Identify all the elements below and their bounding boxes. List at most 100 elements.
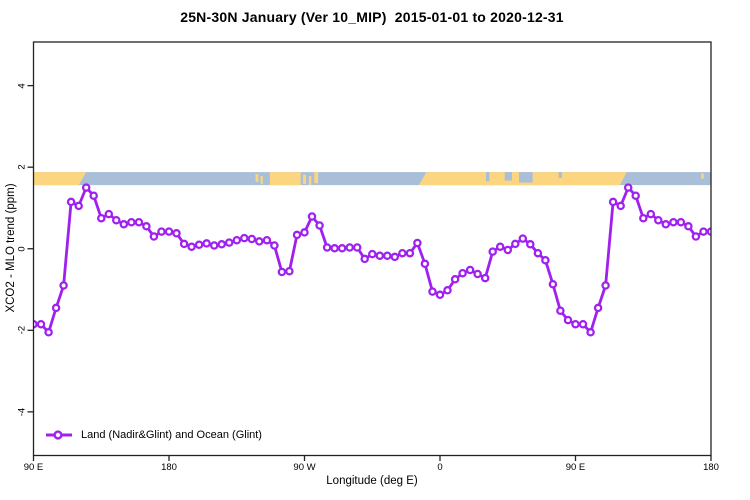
chart-title: 25N-30N January (Ver 10_MIP) 2015-01-01 … xyxy=(180,9,564,25)
data-point-marker xyxy=(676,217,686,227)
y-tick-label: 0 xyxy=(16,246,28,252)
data-point-marker xyxy=(420,259,430,269)
data-point-marker xyxy=(224,238,234,247)
data-point-marker xyxy=(277,267,287,277)
data-point-marker xyxy=(669,217,678,227)
land-segment xyxy=(314,172,319,184)
x-axis-title: Longitude (deg E) xyxy=(326,475,418,487)
data-point-marker xyxy=(691,232,701,241)
data-point-marker xyxy=(473,269,482,279)
data-point-marker xyxy=(608,197,618,207)
data-point-marker xyxy=(127,217,136,227)
data-point-marker xyxy=(89,191,98,200)
data-point-marker xyxy=(368,249,377,259)
data-point-marker xyxy=(240,233,249,243)
data-point-marker xyxy=(578,319,588,329)
data-point-marker xyxy=(480,273,490,283)
data-point-marker xyxy=(375,251,385,260)
data-point-marker xyxy=(59,281,68,290)
data-point-marker xyxy=(684,222,693,231)
data-point-marker xyxy=(383,251,392,260)
data-point-marker xyxy=(586,328,595,337)
data-point-marker xyxy=(119,220,129,229)
data-point-marker xyxy=(646,209,656,219)
data-point-marker xyxy=(187,242,196,251)
data-point-marker xyxy=(661,220,671,229)
data-point-marker xyxy=(571,319,580,329)
ocean-notch xyxy=(504,172,512,181)
data-point-marker xyxy=(51,303,61,313)
land-segment xyxy=(33,172,87,186)
data-point-marker xyxy=(631,191,640,200)
data-point-marker xyxy=(44,328,53,337)
data-point-marker xyxy=(255,237,264,246)
land-segment xyxy=(302,174,307,184)
data-point-marker xyxy=(217,240,226,249)
data-point-marker xyxy=(413,238,422,248)
data-point-marker xyxy=(134,217,144,227)
data-point-marker xyxy=(142,222,151,231)
legend-marker-icon xyxy=(46,430,72,440)
data-point-marker xyxy=(36,319,46,329)
data-point-marker xyxy=(330,244,339,253)
data-point-marker xyxy=(533,248,543,258)
latitude-map-band xyxy=(33,172,711,186)
data-point-marker xyxy=(232,235,242,245)
data-point-marker xyxy=(179,239,189,249)
data-series-line xyxy=(33,186,711,334)
y-tick-label: -4 xyxy=(16,407,28,417)
land-segment xyxy=(701,173,704,179)
data-point-marker xyxy=(292,230,302,240)
data-point-marker xyxy=(563,315,573,325)
data-point-marker xyxy=(428,287,437,296)
data-point-marker xyxy=(209,241,219,250)
data-point-marker xyxy=(390,252,400,262)
x-tick-label: 0 xyxy=(437,462,443,473)
data-point-marker xyxy=(157,227,166,236)
data-point-marker xyxy=(322,243,332,252)
data-point-marker xyxy=(435,290,445,300)
data-point-marker xyxy=(300,228,309,237)
data-point-marker xyxy=(699,227,708,236)
data-point-marker xyxy=(360,254,369,264)
ocean-notch xyxy=(558,172,562,178)
data-point-marker xyxy=(706,227,711,236)
data-point-marker xyxy=(66,197,76,207)
legend: Land (Nadir&Glint) and Ocean (Glint) xyxy=(44,429,262,441)
data-point-marker xyxy=(405,248,415,258)
data-point-marker xyxy=(345,243,354,252)
data-point-marker xyxy=(97,213,106,223)
legend-label: Land (Nadir&Glint) and Ocean (Glint) xyxy=(81,429,262,441)
data-point-marker xyxy=(104,209,114,219)
data-point-marker xyxy=(503,245,513,255)
land-segment xyxy=(269,172,301,186)
data-point-marker xyxy=(337,244,347,253)
land-segment xyxy=(260,176,263,184)
data-point-marker xyxy=(285,266,294,276)
data-point-marker xyxy=(548,279,558,289)
data-point-marker xyxy=(194,240,204,249)
ocean-notch xyxy=(485,172,490,182)
data-point-marker xyxy=(654,215,663,225)
data-point-marker xyxy=(443,286,452,295)
data-point-marker xyxy=(247,234,257,244)
x-tick-label: 90 W xyxy=(293,462,316,473)
data-point-marker xyxy=(112,215,121,225)
data-point-marker xyxy=(541,255,550,265)
data-point-marker xyxy=(81,183,91,192)
data-point-marker xyxy=(623,183,633,192)
y-tick-label: 2 xyxy=(16,164,28,170)
data-point-marker xyxy=(398,248,407,258)
data-point-marker xyxy=(33,319,38,329)
data-point-marker xyxy=(458,268,467,278)
data-point-marker xyxy=(601,281,610,290)
data-point-marker xyxy=(74,201,83,211)
data-point-marker xyxy=(465,265,475,275)
y-tick-label: -2 xyxy=(16,326,28,335)
data-point-marker xyxy=(511,239,520,249)
x-tick-label: 180 xyxy=(161,462,177,473)
data-point-marker xyxy=(270,241,279,250)
data-point-marker xyxy=(315,221,324,230)
data-point-marker xyxy=(307,212,317,221)
